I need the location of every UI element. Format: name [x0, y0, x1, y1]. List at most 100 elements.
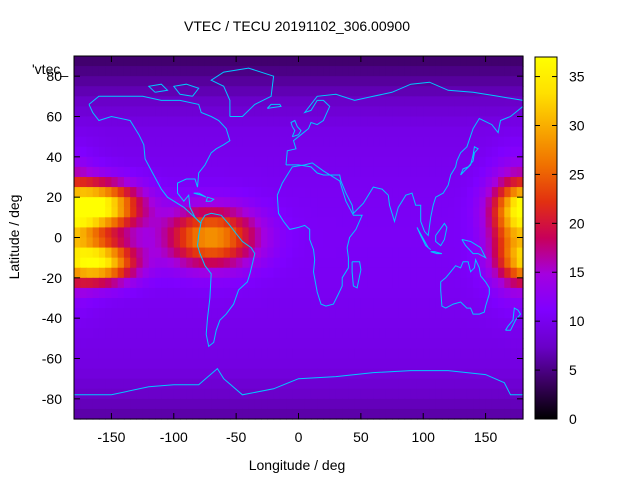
heatmap-cell: [367, 348, 374, 360]
heatmap-cell: [142, 378, 150, 390]
heatmap-cell: [367, 166, 374, 178]
heatmap-cell: [416, 76, 424, 87]
heatmap-cell: [142, 187, 150, 198]
heatmap-cell: [204, 318, 212, 329]
heatmap-cell: [491, 267, 499, 279]
heatmap-cell: [286, 126, 293, 138]
heatmap-cell: [485, 348, 493, 360]
heatmap-cell: [155, 136, 162, 148]
heatmap-cell: [248, 338, 256, 350]
heatmap-cell: [473, 86, 480, 97]
heatmap-cell: [373, 56, 381, 67]
heatmap-cell: [142, 76, 150, 87]
heatmap-cell: [161, 247, 169, 259]
heatmap-cell: [192, 247, 200, 259]
heatmap-cell: [217, 146, 225, 158]
heatmap-cell: [286, 368, 293, 380]
heatmap-cell: [441, 388, 449, 400]
heatmap-cell: [423, 348, 431, 360]
heatmap-cell: [86, 116, 94, 128]
heatmap-cell: [485, 267, 493, 279]
heatmap-cell: [317, 338, 325, 350]
heatmap-cell: [130, 277, 137, 289]
heatmap-cell: [198, 267, 206, 279]
heatmap-cell: [304, 287, 312, 299]
heatmap-cell: [186, 227, 194, 239]
heatmap-cell: [123, 197, 131, 208]
heatmap-cell: [273, 368, 281, 380]
heatmap-cell: [404, 328, 412, 339]
heatmap-cell: [242, 358, 250, 370]
heatmap-cell: [261, 66, 268, 77]
heatmap-cell: [310, 187, 318, 198]
heatmap-cell: [80, 106, 88, 118]
heatmap-cell: [423, 408, 431, 420]
heatmap-cell: [111, 146, 119, 158]
heatmap-cell: [261, 287, 268, 299]
heatmap-cell: [74, 328, 81, 339]
heatmap-cell: [466, 217, 474, 229]
heatmap-cell: [454, 318, 462, 329]
heatmap-cell: [130, 136, 137, 148]
heatmap-cell: [236, 237, 243, 249]
heatmap-cell: [498, 217, 505, 229]
heatmap-cell: [229, 96, 237, 108]
heatmap-cell: [86, 207, 94, 218]
heatmap-cell: [304, 368, 312, 380]
heatmap-cell: [404, 378, 412, 390]
heatmap-cell: [367, 76, 374, 87]
heatmap-cell: [516, 358, 524, 370]
heatmap-cell: [105, 287, 113, 299]
heatmap-cell: [229, 267, 237, 279]
heatmap-cell: [516, 267, 524, 279]
heatmap-cell: [504, 408, 512, 420]
heatmap-cell: [98, 66, 106, 77]
heatmap-cell: [498, 247, 505, 259]
heatmap-cell: [86, 187, 94, 198]
heatmap-cell: [354, 388, 362, 400]
heatmap-cell: [254, 277, 262, 289]
heatmap-cell: [105, 358, 113, 370]
heatmap-cell: [130, 197, 137, 208]
heatmap-cell: [117, 177, 125, 188]
heatmap-cell: [416, 348, 424, 360]
heatmap-cell: [392, 116, 399, 128]
heatmap-cell: [441, 247, 449, 259]
heatmap-cell: [323, 348, 331, 360]
heatmap-cell: [367, 398, 374, 410]
heatmap-cell: [385, 257, 393, 269]
heatmap-cell: [74, 378, 81, 390]
heatmap-cell: [342, 156, 349, 168]
heatmap-cell: [348, 398, 356, 410]
heatmap-cell: [173, 247, 181, 259]
heatmap-cell: [74, 368, 81, 380]
heatmap-cell: [510, 136, 518, 148]
heatmap-cell: [342, 106, 349, 118]
heatmap-cell: [448, 116, 456, 128]
coastline-path: [286, 106, 524, 237]
heatmap-cell: [186, 177, 194, 188]
heatmap-cell: [360, 166, 368, 178]
heatmap-cell: [180, 247, 187, 259]
heatmap-cell: [242, 146, 250, 158]
heatmap-cell: [516, 76, 524, 87]
heatmap-cell: [367, 287, 374, 299]
heatmap-cell: [441, 146, 449, 158]
heatmap-cell: [479, 398, 487, 410]
heatmap-cell: [236, 146, 243, 158]
heatmap-cell: [441, 237, 449, 249]
heatmap-cell: [161, 177, 169, 188]
heatmap-cell: [448, 76, 456, 87]
heatmap-cell: [479, 187, 487, 198]
heatmap-cell: [105, 56, 113, 67]
coastline-path: [88, 95, 231, 224]
heatmap-cell: [460, 106, 468, 118]
heatmap-cell: [348, 328, 356, 339]
heatmap-cell: [236, 177, 243, 188]
heatmap-cell: [211, 338, 219, 350]
heatmap-cell: [498, 348, 505, 360]
heatmap-cell: [217, 66, 225, 77]
heatmap-cell: [167, 156, 175, 168]
heatmap-cell: [410, 318, 418, 329]
